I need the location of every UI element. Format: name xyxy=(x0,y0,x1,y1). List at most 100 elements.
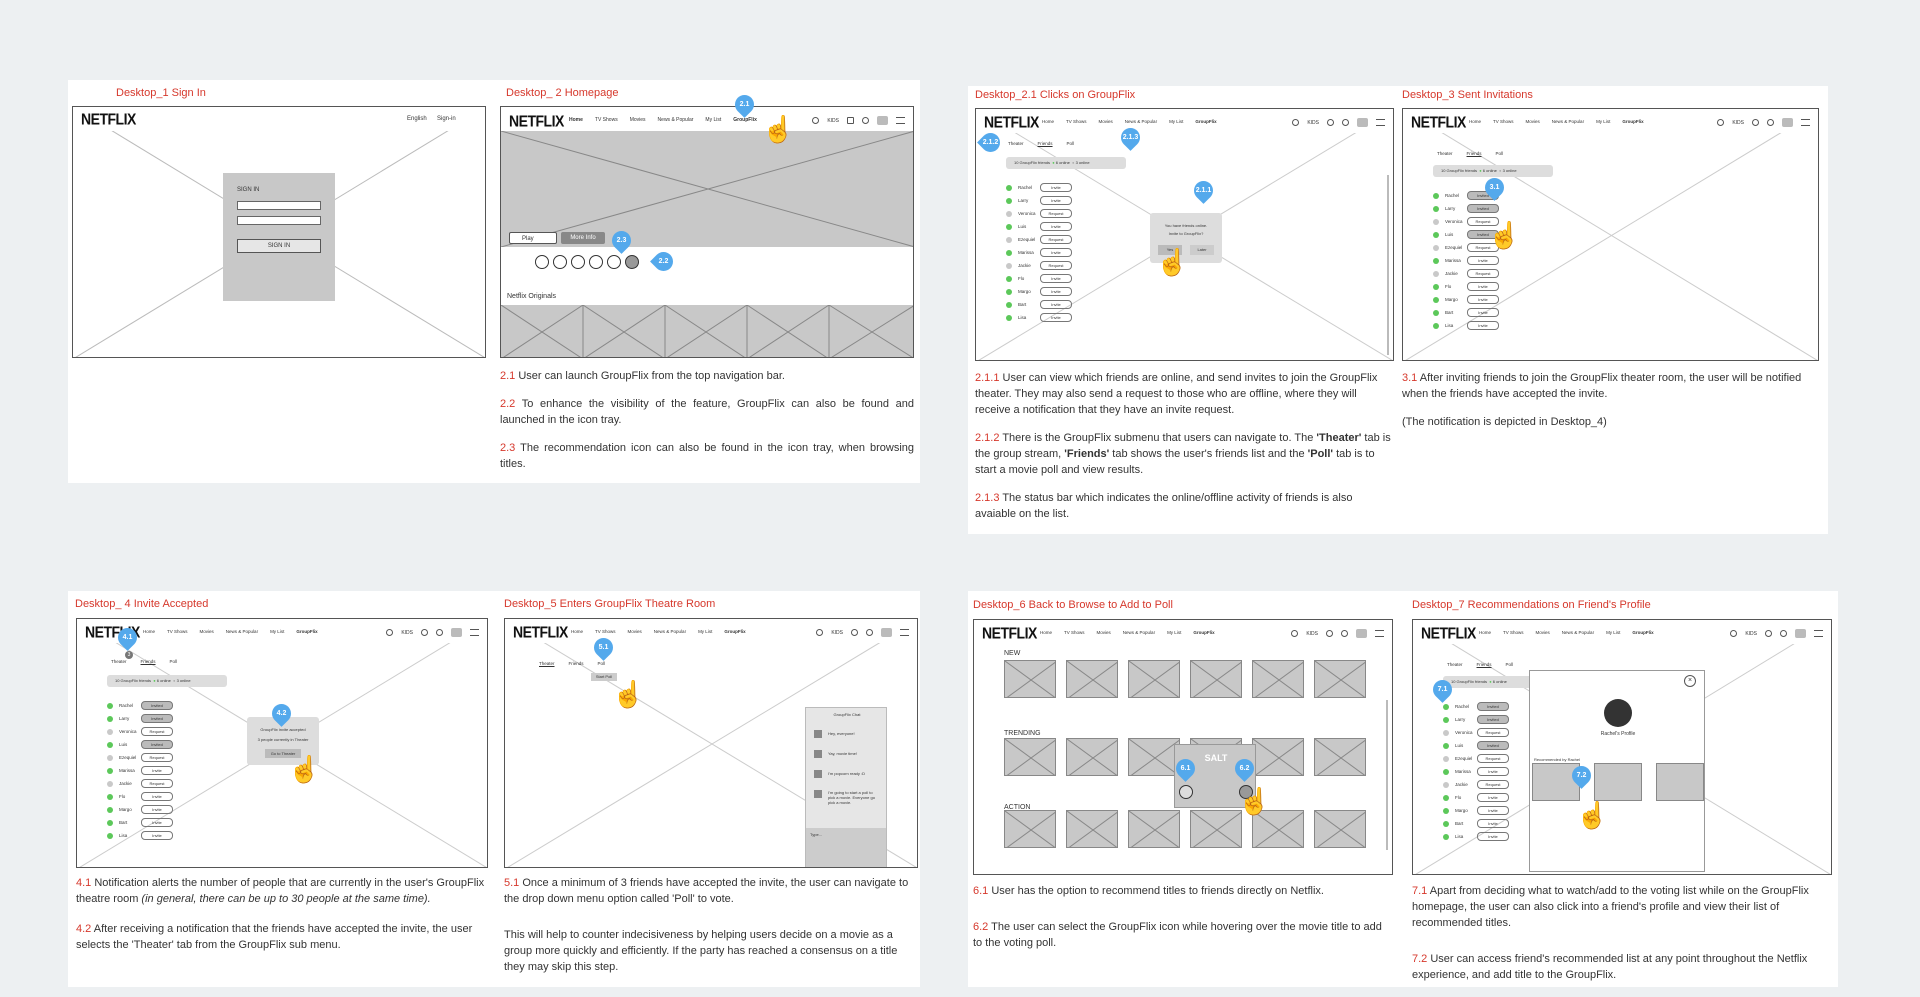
close-icon[interactable]: × xyxy=(1684,675,1696,687)
title-thumbnail[interactable] xyxy=(1004,660,1056,698)
friend-action-button[interactable]: Invite xyxy=(1040,183,1072,192)
nav-news[interactable]: News & Popular xyxy=(1561,630,1595,635)
avatar[interactable] xyxy=(1356,629,1367,638)
tab-poll[interactable]: Poll xyxy=(1495,151,1504,156)
friend-action-button[interactable]: Request xyxy=(1467,217,1499,226)
nav-movies[interactable]: Movies xyxy=(1525,119,1540,124)
kids-link[interactable]: KIDS xyxy=(401,629,413,636)
friend-action-button[interactable]: Invite xyxy=(1467,295,1499,304)
nav-my-list[interactable]: My List xyxy=(705,117,722,123)
calendar-icon[interactable] xyxy=(421,629,428,636)
friend-action-button[interactable]: Request xyxy=(1477,754,1509,763)
friend-action-button[interactable]: Request xyxy=(141,753,173,762)
tab-friends[interactable]: Friends xyxy=(1037,141,1053,146)
nav-movies[interactable]: Movies xyxy=(1096,630,1111,635)
nav-home[interactable]: Home xyxy=(1469,119,1482,124)
nav-tv-shows[interactable]: TV Shows xyxy=(595,629,616,634)
friend-action-button[interactable]: Invite xyxy=(141,792,173,801)
search-icon[interactable] xyxy=(386,629,394,636)
title-thumbnail[interactable] xyxy=(1252,660,1304,698)
friend-action-button[interactable]: Invite xyxy=(1040,300,1072,309)
nav-movies[interactable]: Movies xyxy=(1098,119,1113,124)
friend-action-button[interactable]: Invited xyxy=(1467,204,1499,213)
nav-tv-shows[interactable]: TV Shows xyxy=(1066,119,1087,124)
friend-action-button[interactable]: Invited xyxy=(1467,230,1499,239)
tab-friends[interactable]: Friends xyxy=(1476,662,1492,667)
chat-input[interactable]: Type... xyxy=(806,828,886,867)
nav-my-list[interactable]: My List xyxy=(1596,119,1611,124)
groupflix-icon[interactable] xyxy=(1239,785,1253,799)
nav-my-list[interactable]: My List xyxy=(1167,630,1182,635)
bell-icon[interactable] xyxy=(866,629,873,636)
title-thumbnail[interactable] xyxy=(1066,810,1118,848)
nav-movies[interactable]: Movies xyxy=(1535,630,1550,635)
menu-icon[interactable] xyxy=(1814,630,1823,637)
friend-action-button[interactable]: Invite xyxy=(1477,819,1509,828)
nav-news[interactable]: News & Popular xyxy=(653,629,687,634)
search-icon[interactable] xyxy=(812,117,820,124)
friend-action-button[interactable]: Request xyxy=(141,779,173,788)
calendar-icon[interactable] xyxy=(1752,119,1759,126)
friend-action-button[interactable]: Invited xyxy=(1477,702,1509,711)
nav-tv-shows[interactable]: TV Shows xyxy=(167,629,188,634)
kids-link[interactable]: KIDS xyxy=(1307,119,1319,126)
search-icon[interactable] xyxy=(1730,630,1738,637)
recommend-icon[interactable] xyxy=(1179,785,1193,799)
nav-tv-shows[interactable]: TV Shows xyxy=(1503,630,1524,635)
friend-action-button[interactable]: Invite xyxy=(1040,274,1072,283)
title-thumbnail[interactable] xyxy=(1066,738,1118,776)
tab-poll[interactable]: Poll xyxy=(169,659,178,664)
menu-icon[interactable] xyxy=(470,629,479,636)
nav-news[interactable]: News & Popular xyxy=(1551,119,1585,124)
nav-groupflix[interactable]: GroupFlix xyxy=(296,629,318,634)
calendar-icon[interactable] xyxy=(851,629,858,636)
sign-in-button[interactable]: SIGN IN xyxy=(237,239,321,253)
go-to-theater-button[interactable]: Go to Theater xyxy=(265,749,301,758)
title-thumbnail[interactable] xyxy=(1314,660,1366,698)
avatar[interactable] xyxy=(451,628,462,637)
kids-link[interactable]: KIDS xyxy=(1745,630,1757,637)
nav-news[interactable]: News & Popular xyxy=(1124,119,1158,124)
nav-groupflix[interactable]: GroupFlix xyxy=(1622,119,1644,124)
title-thumbnail[interactable] xyxy=(1004,810,1056,848)
friend-action-button[interactable]: Invite xyxy=(141,766,173,775)
friend-action-button[interactable]: Request xyxy=(1040,261,1072,270)
friend-action-button[interactable]: Request xyxy=(141,727,173,736)
friend-action-button[interactable]: Invite xyxy=(1477,806,1509,815)
friend-action-button[interactable]: Invite xyxy=(1040,248,1072,257)
search-icon[interactable] xyxy=(1292,119,1300,126)
nav-groupflix[interactable]: GroupFlix xyxy=(724,629,746,634)
calendar-icon[interactable] xyxy=(847,117,854,124)
tab-poll[interactable]: Poll xyxy=(597,661,606,666)
nav-news[interactable]: News & Popular xyxy=(225,629,259,634)
avatar[interactable] xyxy=(1782,118,1793,127)
kids-link[interactable]: KIDS xyxy=(831,629,843,636)
language-link[interactable]: English xyxy=(407,116,427,122)
menu-icon[interactable] xyxy=(896,117,905,124)
scrollbar[interactable] xyxy=(1387,175,1389,355)
kids-link[interactable]: KIDS xyxy=(827,117,839,124)
tab-friends[interactable]: Friends xyxy=(1466,151,1482,156)
recommended-thumbnail[interactable] xyxy=(1532,763,1580,801)
play-circle-icon[interactable] xyxy=(535,255,549,269)
nav-tv-shows[interactable]: TV Shows xyxy=(594,117,618,123)
tab-theater[interactable]: Theater xyxy=(1447,662,1463,667)
friend-action-button[interactable]: Request xyxy=(1467,269,1499,278)
nav-news[interactable]: News & Popular xyxy=(657,117,694,123)
title-thumbnail[interactable] xyxy=(1066,660,1118,698)
nav-movies[interactable]: Movies xyxy=(627,629,642,634)
more-info-button[interactable]: More Info xyxy=(561,232,605,244)
kids-link[interactable]: KIDS xyxy=(1306,630,1318,637)
friend-action-button[interactable]: Invited xyxy=(141,714,173,723)
avatar[interactable] xyxy=(1795,629,1806,638)
bell-icon[interactable] xyxy=(1342,119,1349,126)
bell-icon[interactable] xyxy=(862,117,869,124)
menu-icon[interactable] xyxy=(900,629,909,636)
title-thumbnail[interactable] xyxy=(1314,810,1366,848)
nav-my-list[interactable]: My List xyxy=(1606,630,1621,635)
friend-action-button[interactable]: Request xyxy=(1477,728,1509,737)
bell-icon[interactable] xyxy=(1767,119,1774,126)
like-circle-icon[interactable] xyxy=(571,255,585,269)
tab-theater[interactable]: Theater xyxy=(1008,141,1024,146)
title-thumbnail[interactable] xyxy=(1190,810,1242,848)
